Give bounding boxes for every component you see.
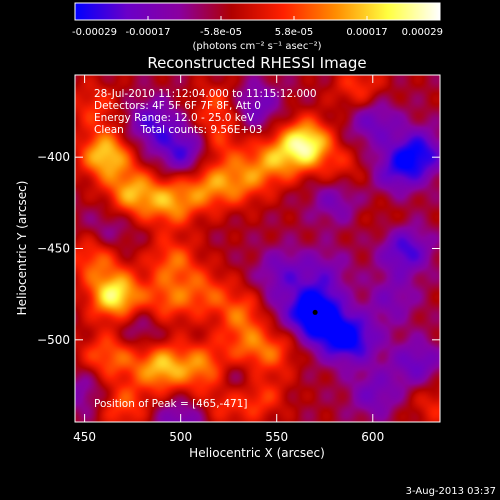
colorbar-tick-label: -0.00029 <box>72 27 117 38</box>
info-line-time: 28-Jul-2010 11:12:04.000 to 11:15:12.000 <box>94 88 317 100</box>
y-axis-ticks: −400 −450 −500 <box>37 150 440 347</box>
colorbar-tick-label: 5.8e-05 <box>275 27 313 38</box>
colorbar-tick-label: -0.00017 <box>126 27 171 38</box>
observation-info: 28-Jul-2010 11:12:04.000 to 11:15:12.000… <box>94 88 317 136</box>
colorbar <box>75 3 440 20</box>
y-tick-label: −400 <box>37 150 70 164</box>
footer-date: 3-Aug-2013 03:37 <box>406 486 496 497</box>
info-line-detectors: Detectors: 4F 5F 6F 7F 8F, Att 0 <box>94 100 261 112</box>
x-tick-label: 500 <box>169 430 192 444</box>
y-axis-label: Heliocentric Y (arcsec) <box>15 181 29 316</box>
info-line-energy: Energy Range: 12.0 - 25.0 keV <box>94 112 255 124</box>
colorbar-ticks: -0.00029 -0.00017 -5.8e-05 5.8e-05 0.00017 0.… <box>72 16 443 38</box>
y-tick-label: −500 <box>37 333 70 347</box>
info-line-clean: Clean Total counts: 9.56E+03 <box>94 124 263 136</box>
colorbar-unit-label: (photons cm⁻² s⁻¹ asec⁻²) <box>192 41 321 52</box>
x-tick-label: 600 <box>361 430 384 444</box>
heatmap-image <box>75 75 440 422</box>
chart-title: Reconstructed RHESSI Image <box>147 54 366 72</box>
x-axis-label: Heliocentric X (arcsec) <box>189 446 325 460</box>
x-tick-label: 550 <box>265 430 288 444</box>
x-tick-label: 450 <box>73 430 96 444</box>
colorbar-frame <box>74 2 441 21</box>
x-axis-ticks: 450 500 550 600 <box>73 75 384 444</box>
colorbar-tick-label: 0.00029 <box>402 27 443 38</box>
colorbar-tick-label: 0.00017 <box>346 27 387 38</box>
y-tick-label: −450 <box>37 242 70 256</box>
peak-position-label: Position of Peak = [465,-471] <box>94 398 248 410</box>
colorbar-tick-label: -5.8e-05 <box>200 27 242 38</box>
minimum-marker <box>312 309 318 315</box>
